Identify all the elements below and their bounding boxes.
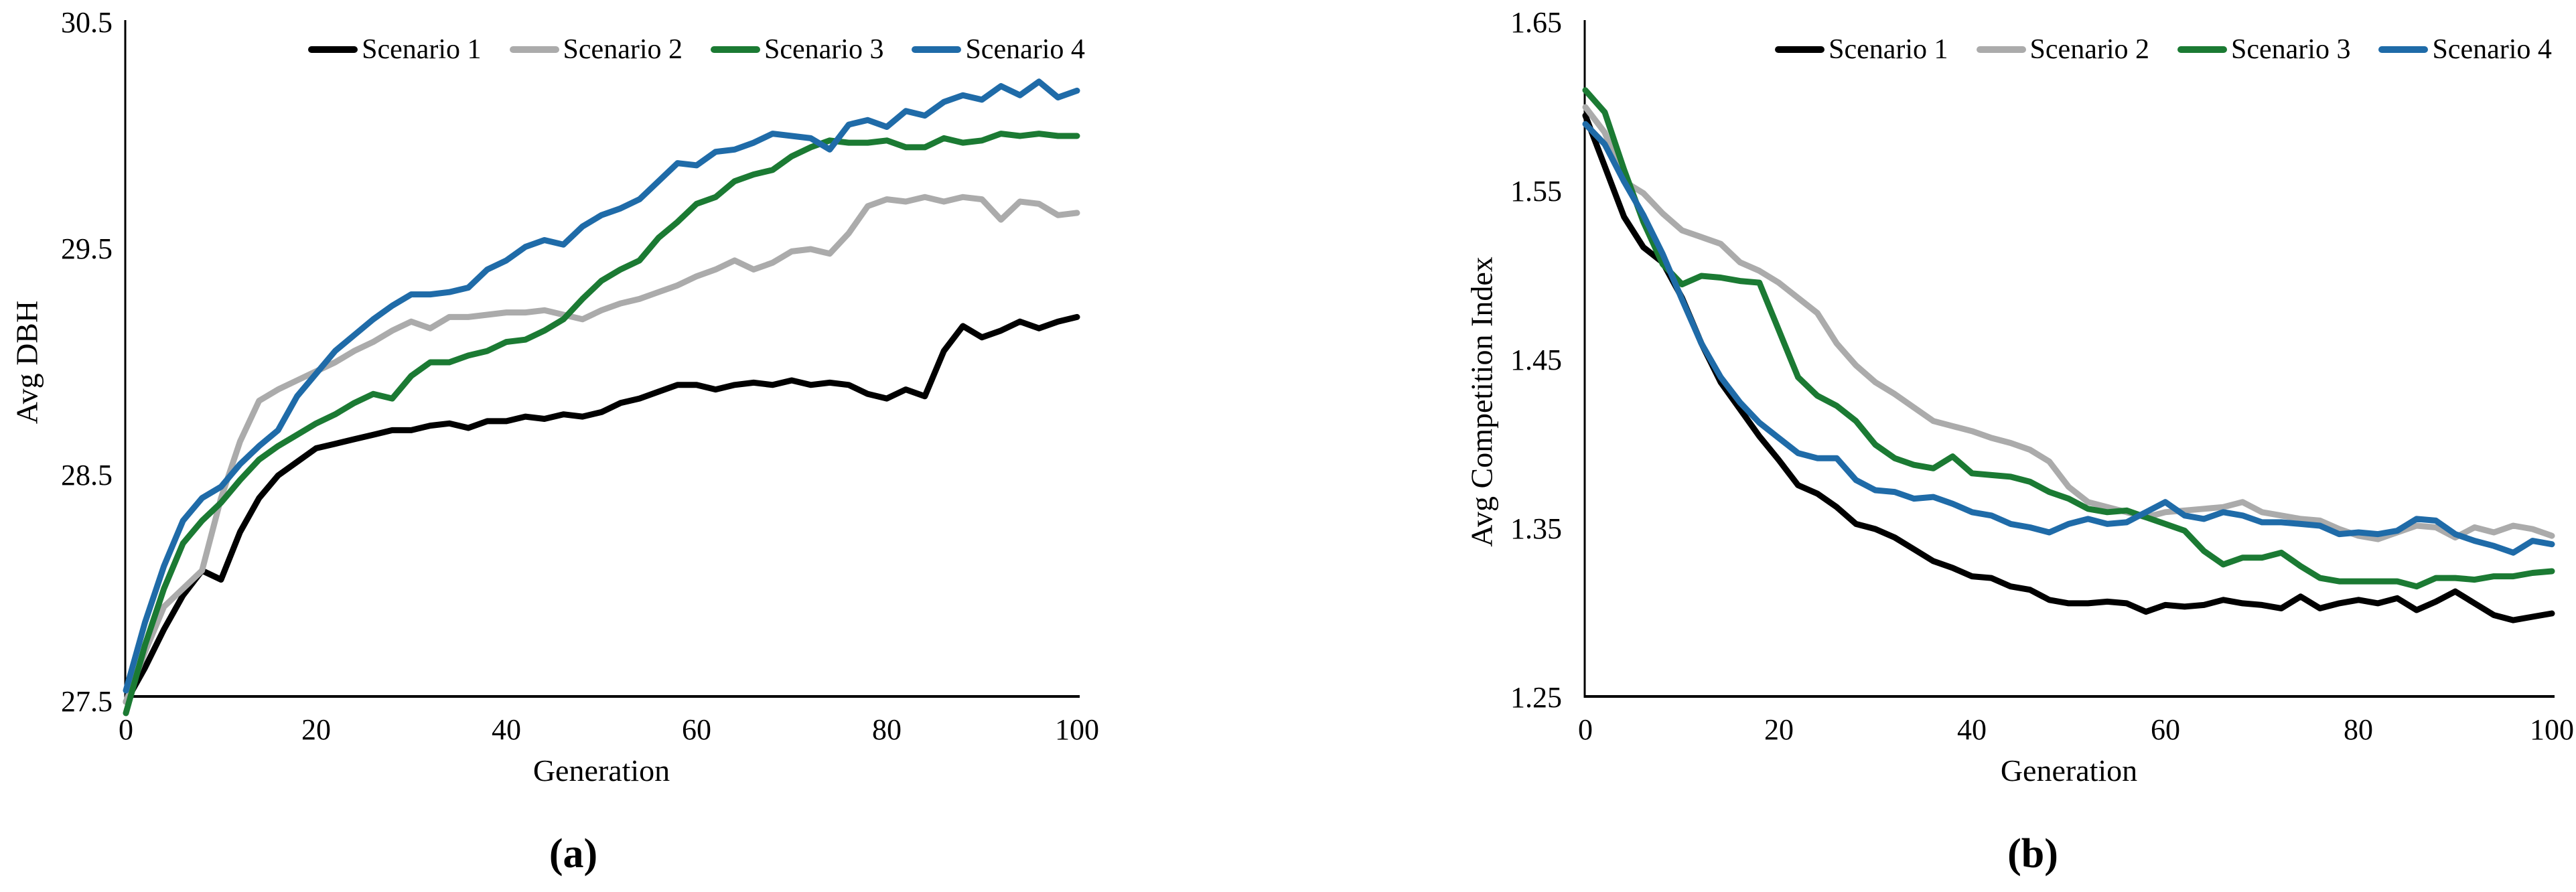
x-tick-label: 0 (1578, 713, 1593, 746)
x-tick-label: 0 (119, 713, 133, 746)
x-axis-title-b: Generation (2000, 753, 2138, 788)
legend-item-scenario-3: Scenario 3 (711, 35, 883, 64)
legend-item-label: Scenario 3 (2231, 34, 2351, 65)
y-axis-title-a: Avg DBH (9, 300, 44, 425)
legend-item-label: Scenario 1 (1829, 34, 1948, 65)
legend-item-label: Scenario 4 (965, 34, 1085, 65)
legend-item-scenario-1: Scenario 1 (1775, 35, 1948, 64)
legend-item-scenario-1: Scenario 1 (308, 34, 482, 65)
y-tick-label: 1.45 (1510, 344, 1562, 376)
x-tick-label: 60 (682, 713, 711, 746)
x-axis-title-a: Generation (532, 753, 670, 788)
y-axis-title-b: Avg Competition Index (1464, 256, 1499, 547)
x-tick-label: 100 (1055, 713, 1099, 746)
series-line-scenario-2 (123, 194, 1080, 705)
legend-item-label: Scenario 1 (362, 34, 482, 65)
legend-line-swatch (1775, 46, 1825, 53)
panel-letter-a: (a) (549, 831, 598, 877)
x-tick-label: 40 (1957, 713, 1987, 746)
legend-line-swatch (711, 46, 760, 53)
legend-item-scenario-4: Scenario 4 (2378, 34, 2552, 65)
y-tick-label: 1.25 (1510, 681, 1562, 714)
y-tick-label: 1.65 (1510, 6, 1562, 39)
legend-line-swatch (912, 46, 962, 53)
legend-item-scenario-3: Scenario 3 (2177, 35, 2350, 64)
y-tick-label: 29.5 (61, 232, 113, 265)
legend-item-scenario-2: Scenario 2 (1976, 34, 2149, 65)
legend-line-swatch (2177, 46, 2227, 53)
legend-item-label: Scenario 3 (764, 34, 884, 65)
legend-panel-a: Scenario 1 Scenario 2 Scenario 3 Scenario 4 (221, 35, 1172, 64)
series-line-scenario-1 (1582, 113, 2555, 623)
legend-line-swatch (509, 46, 559, 53)
x-tick-label: 80 (2344, 713, 2373, 746)
legend-item-label: Scenario 2 (563, 34, 683, 65)
y-tick-label: 27.5 (61, 685, 113, 718)
legend-item-scenario-2: Scenario 2 (509, 34, 683, 65)
legend-line-swatch (308, 46, 358, 53)
y-tick-label: 30.5 (61, 6, 113, 39)
x-tick-label: 100 (2530, 713, 2574, 746)
series-line-scenario-4 (1582, 121, 2555, 556)
legend-item-label: Scenario 2 (2029, 34, 2149, 65)
series-line-scenario-3 (1582, 87, 2555, 590)
legend-item-label: Scenario 4 (2432, 34, 2552, 65)
x-tick-label: 20 (301, 713, 331, 746)
x-tick-label: 80 (872, 713, 902, 746)
y-tick-label: 28.5 (61, 459, 113, 492)
y-tick-label: 1.55 (1510, 175, 1562, 208)
series-line-scenario-1 (123, 313, 1080, 705)
legend-panel-b: Scenario 1 Scenario 2 Scenario 3 Scenario 4 (1688, 35, 2576, 64)
legend-item-scenario-4: Scenario 4 (912, 34, 1085, 65)
x-tick-label: 60 (2151, 713, 2180, 746)
legend-line-swatch (1976, 46, 2026, 53)
x-tick-label: 40 (492, 713, 521, 746)
legend-line-swatch (2378, 46, 2429, 53)
series-line-scenario-2 (1582, 104, 2555, 542)
panel-letter-b: (b) (2007, 831, 2058, 877)
x-tick-label: 20 (1764, 713, 1794, 746)
series-line-scenario-4 (123, 78, 1080, 694)
y-tick-label: 1.35 (1510, 512, 1562, 545)
series-line-scenario-3 (123, 131, 1080, 717)
